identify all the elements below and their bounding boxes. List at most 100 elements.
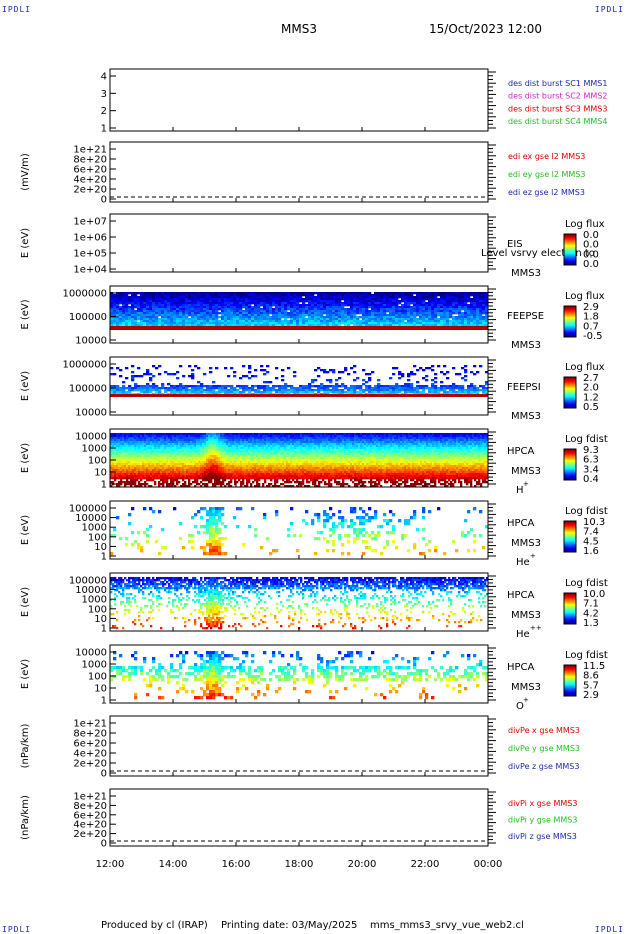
y-axis-label: E (eV)	[20, 659, 31, 689]
y-tick-label: 10000	[75, 336, 107, 347]
legend-entry: divPe y gse MMS3	[508, 744, 580, 753]
page-title: MMS3	[281, 22, 317, 36]
y-tick-label: 2e+20	[73, 759, 107, 770]
colorbar-title: Log fdist	[565, 434, 608, 445]
y-axis-label: E (eV)	[20, 443, 31, 473]
x-tick-label: 00:00	[474, 859, 503, 870]
panel-1: 4 3 2 1 des dist burst SC1 MMS1 des dist burs…	[101, 68, 607, 135]
y-tick-label: 1000000	[62, 360, 107, 371]
y-axis-label: E (eV)	[20, 587, 31, 617]
corner-label-bottom-left: IPDLI	[2, 925, 32, 934]
y-tick-label: 2	[101, 106, 107, 117]
y-tick-label: 1	[101, 480, 107, 491]
y-tick-label: 1e+21	[73, 719, 107, 730]
colorbar	[563, 592, 577, 625]
colorbar-value: 4.2	[583, 608, 599, 619]
y-tick-label: 1000	[82, 595, 107, 606]
colorbar-value: 9.3	[583, 445, 599, 456]
colorbar	[563, 233, 577, 266]
colorbar-value: 5.7	[583, 680, 599, 691]
footer-script-name: mms_mms3_srvy_vue_web2.cl	[370, 920, 524, 931]
instrument-label: FEEPSI	[507, 382, 541, 393]
feepsi-baseline-band	[110, 394, 488, 397]
y-tick-label: 10000	[75, 408, 107, 419]
legend-entry: divPe z gse MMS3	[508, 762, 579, 771]
colorbar-value: 0.0	[583, 259, 599, 270]
colorbar-value: 7.1	[583, 599, 599, 610]
y-tick-label: 3	[101, 89, 107, 100]
colorbar-value: 10.0	[583, 589, 605, 600]
legend-entry: divPi y gse MMS3	[508, 816, 577, 825]
y-tick-label: 100000	[69, 312, 107, 323]
colorbar	[563, 664, 577, 697]
y-tick-label: 1	[101, 624, 107, 635]
y-tick-label: 8e+20	[73, 155, 107, 166]
instrument-label: EIS	[507, 239, 523, 250]
y-tick-label: 10000	[75, 648, 107, 659]
y-tick-label: 8e+20	[73, 801, 107, 812]
y-tick-label: 1e+06	[73, 233, 107, 244]
panel-4: 1000000 100000 10000 E (eV) FEEPSE MMS3 Log fl…	[20, 285, 605, 351]
colorbar-title: Log flux	[565, 291, 605, 302]
y-tick-label: 10	[94, 468, 107, 479]
y-tick-label: 100000	[69, 576, 107, 587]
colorbar-value: 1.2	[583, 392, 599, 403]
colorbar-value: 2.9	[583, 302, 599, 313]
y-tick-label: 1000	[82, 523, 107, 534]
colorbar-value: 2.0	[583, 383, 599, 394]
y-axis-label: (mV/m)	[20, 153, 31, 191]
y-tick-label: 6e+20	[73, 739, 107, 750]
colorbar-value: 1.6	[583, 546, 599, 557]
y-tick-label: 1e+21	[73, 792, 107, 803]
y-axis-label: E (eV)	[20, 371, 31, 401]
y-tick-label: 0	[101, 769, 107, 780]
y-tick-label: 10000	[75, 513, 107, 524]
y-tick-label: 0	[101, 839, 107, 850]
y-tick-label: 1000	[82, 660, 107, 671]
legend-entry: edi ey gse l2 MMS3	[508, 170, 586, 179]
y-tick-label: 10	[94, 542, 107, 553]
species-label: He	[516, 629, 530, 640]
y-tick-label: 1	[101, 124, 107, 135]
colorbar-title: Log fdist	[565, 506, 608, 517]
colorbar-value: 11.5	[583, 661, 605, 672]
panel-frame	[109, 141, 489, 203]
colorbar-value: 4.5	[583, 536, 599, 547]
legend-entry: des dist burst SC4 MMS4	[508, 117, 607, 126]
y-tick-label: 4e+20	[73, 175, 107, 186]
y-axis-label: E (eV)	[20, 228, 31, 258]
instrument-label: HPCA	[507, 446, 535, 457]
y-tick-label: 1e+07	[73, 217, 107, 228]
colorbar-value: 1.3	[583, 618, 599, 629]
y-tick-label: 100000	[69, 504, 107, 515]
colorbar-title: Log fdist	[565, 650, 608, 661]
colorbar	[563, 520, 577, 553]
y-tick-label: 10	[94, 684, 107, 695]
y-tick-label: 2e+20	[73, 829, 107, 840]
panel-frame	[109, 68, 489, 132]
legend-entry: des dist burst SC2 MMS2	[508, 92, 607, 101]
panel-5: 1000000 100000 10000 E (eV) FEEPSI MMS3 Log fl…	[20, 356, 605, 422]
charge-label: +	[530, 552, 536, 560]
y-tick-label: 6e+20	[73, 810, 107, 821]
y-tick-label: 100	[88, 456, 107, 467]
panel-3: 1e+07 1e+06 1e+05 1e+04 E (eV) EIS MMS3 Level v…	[20, 213, 605, 279]
charge-label: ++	[530, 624, 542, 632]
species-label: O	[516, 701, 524, 712]
instrument-label: HPCA	[507, 590, 535, 601]
x-tick-label: 22:00	[411, 859, 440, 870]
x-tick-label: 16:00	[222, 859, 251, 870]
y-tick-label: 1e+05	[73, 249, 107, 260]
y-tick-label: 1000	[82, 444, 107, 455]
y-tick-label: 1000000	[62, 289, 107, 300]
x-tick-label: 18:00	[285, 859, 314, 870]
colorbar-title: Log flux	[565, 362, 605, 373]
colorbar	[563, 376, 577, 409]
x-tick-label: 12:00	[96, 859, 125, 870]
species-label: H	[516, 485, 524, 496]
colorbar-value: 10.3	[583, 517, 605, 528]
colorbar-value: 2.7	[583, 373, 599, 384]
